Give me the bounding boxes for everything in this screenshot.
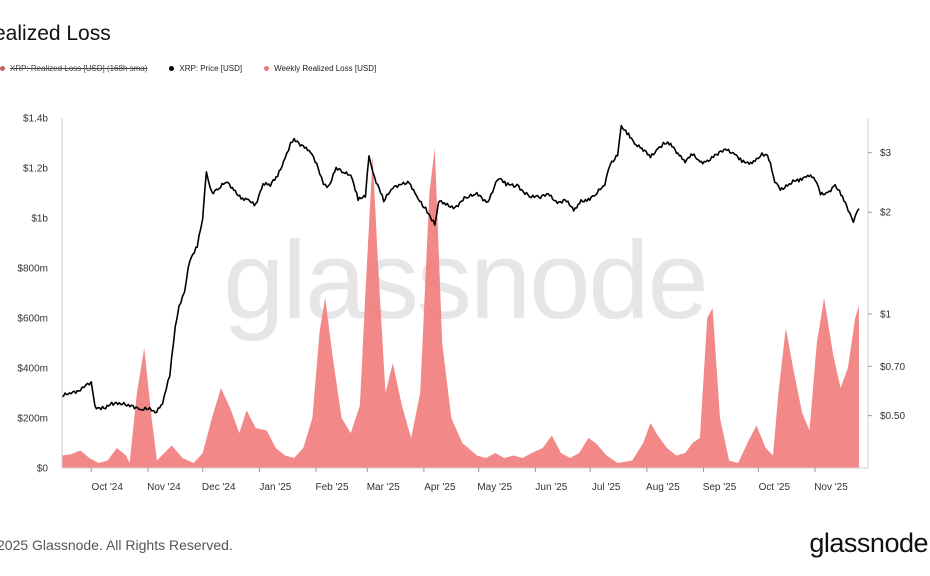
- y-right-tick-label: $3: [880, 148, 892, 159]
- x-tick-label: Jun '25: [535, 482, 567, 493]
- x-tick-label: Apr '25: [424, 482, 456, 493]
- x-tick-label: Dec '24: [202, 482, 236, 493]
- legend-item-weekly-realized-loss[interactable]: Weekly Realized Loss [USD]: [264, 64, 376, 73]
- legend-label-realized-loss-sma: XRP: Realized Loss [USD] (168h sma): [10, 64, 148, 73]
- x-tick-label: Oct '24: [92, 482, 124, 493]
- chart-title: ealized Loss: [0, 22, 111, 45]
- x-tick-label: Aug '25: [646, 482, 680, 493]
- x-tick-label: Nov '24: [147, 482, 181, 493]
- axes: $0 $200m $400m $600m $800m $1b $1.2b $1.4b $0.50…: [17, 114, 905, 494]
- y-left-tick-label: $0: [37, 464, 49, 475]
- xrp-price-line: [61, 124, 860, 414]
- y-left-tick-label: $1b: [31, 214, 48, 225]
- y-left-tick-label: $400m: [17, 364, 48, 375]
- x-tick-label: Jul '25: [592, 482, 621, 493]
- weekly-realized-loss-area: [62, 148, 859, 468]
- x-tick-label: Sep '25: [703, 482, 737, 493]
- x-tick-label: May '25: [477, 482, 512, 493]
- copyright-text: 2025 Glassnode. All Rights Reserved.: [0, 537, 233, 553]
- y-left-tick-label: $200m: [17, 414, 48, 425]
- y-left-tick-label: $600m: [17, 314, 48, 325]
- x-tick-label: Oct '25: [759, 482, 791, 493]
- y-left-tick-label: $800m: [17, 264, 48, 275]
- y-right-tick-label: $0.70: [880, 362, 905, 373]
- x-tick-label: Nov '25: [814, 482, 848, 493]
- legend-label-price: XRP: Price [USD]: [179, 64, 243, 73]
- x-tick-label: Jan '25: [259, 482, 291, 493]
- x-tick-label: Mar '25: [367, 482, 400, 493]
- y-right-tick-label: $1: [880, 309, 892, 320]
- legend-item-price[interactable]: XRP: Price [USD]: [169, 64, 242, 73]
- y-right-tick-label: $2: [880, 208, 892, 219]
- watermark: glassnode: [223, 219, 707, 342]
- legend-marker-price: [169, 66, 175, 71]
- plot-area: [61, 124, 860, 468]
- y-right-tick-label: $0.50: [880, 411, 905, 422]
- x-tick-label: Feb '25: [316, 482, 349, 493]
- y-left-tick-label: $1.4b: [23, 114, 48, 125]
- glassnode-logo: glassnode: [809, 528, 928, 558]
- legend-marker-realized-loss-sma: [0, 66, 5, 71]
- legend-label-weekly-realized-loss: Weekly Realized Loss [USD]: [274, 64, 377, 73]
- legend-marker-weekly-realized-loss: [264, 66, 270, 71]
- y-left-tick-label: $1.2b: [23, 164, 48, 175]
- chart-legend: XRP: Realized Loss [USD] (168h sma) XRP:…: [0, 64, 398, 73]
- legend-item-realized-loss-sma[interactable]: XRP: Realized Loss [USD] (168h sma): [0, 64, 147, 73]
